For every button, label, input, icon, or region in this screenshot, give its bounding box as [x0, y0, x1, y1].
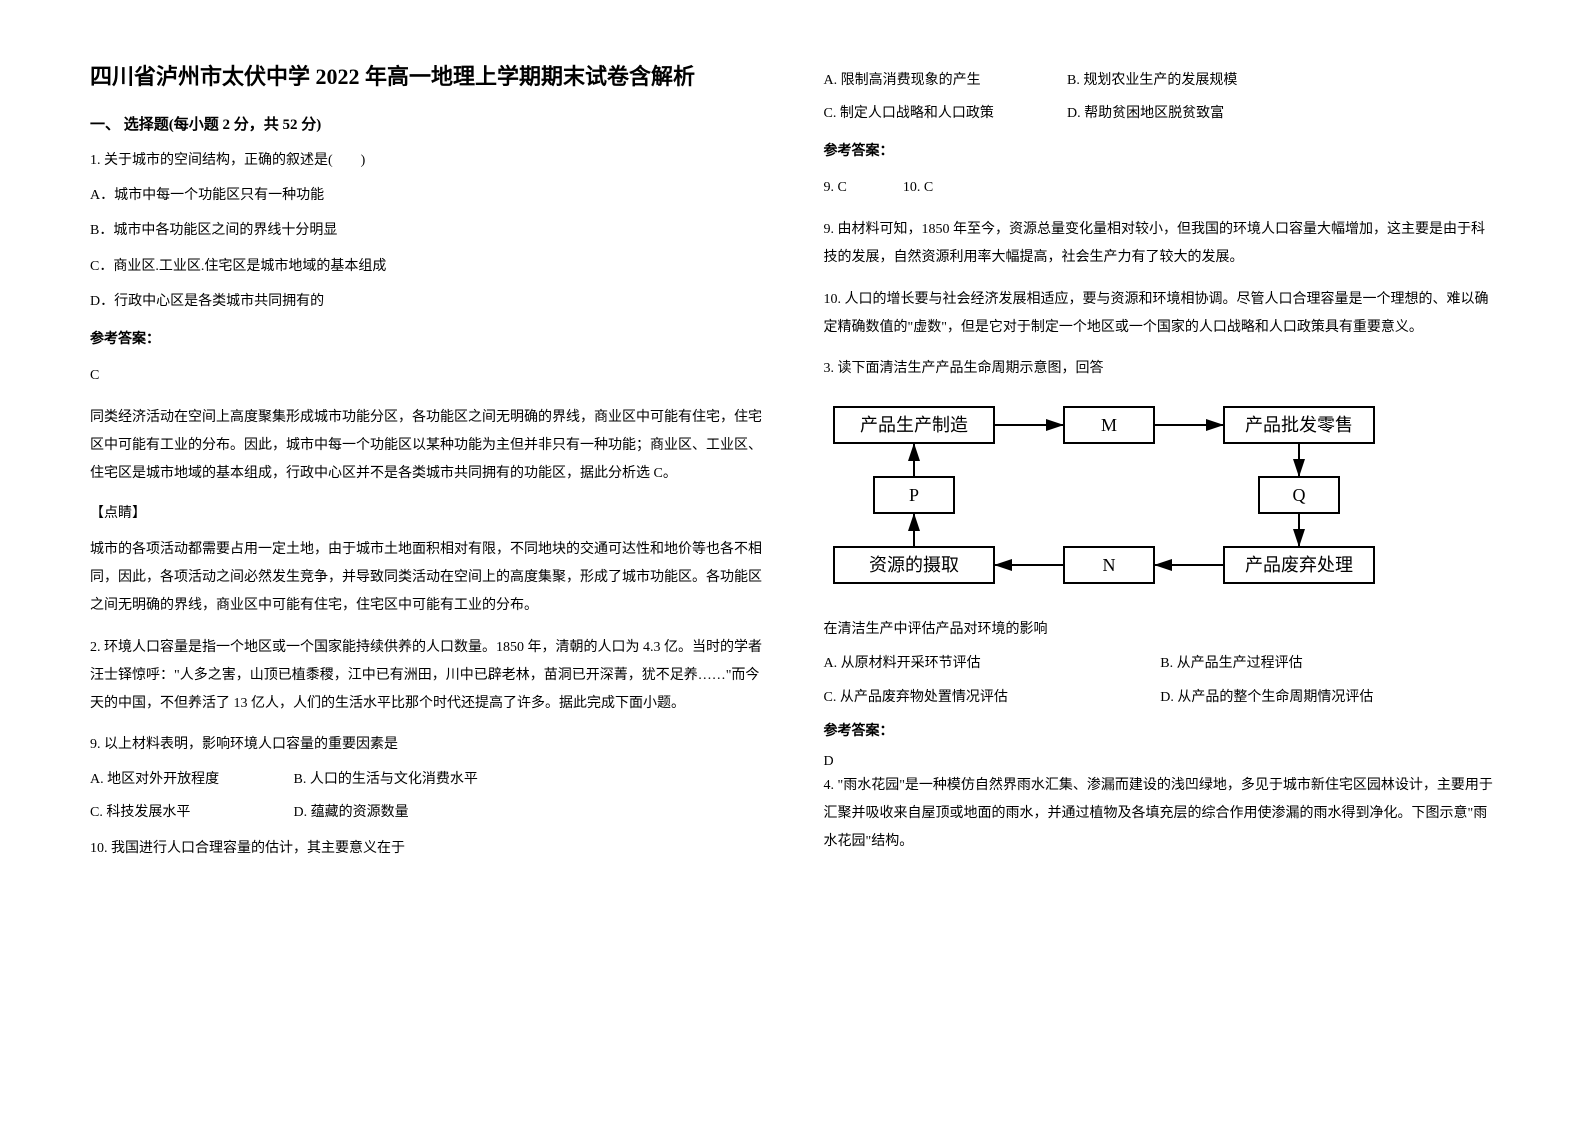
q3-stem: 3. 读下面清洁生产产品生命周期示意图，回答 [824, 356, 1498, 381]
q1-stem: 1. 关于城市的空间结构，正确的叙述是( ) [90, 148, 764, 173]
q2-sub10-option-b: B. 规划农业生产的发展规模 [1067, 68, 1237, 93]
q3-question: 在清洁生产中评估产品对环境的影响 [824, 617, 1498, 642]
q2-answer-line: 9. C 10. C [824, 174, 1498, 202]
diagram-box-bot-right: 产品废弃处理 [1245, 555, 1353, 575]
q1-option-b: B．城市中各功能区之间的界线十分明显 [90, 218, 764, 243]
q4-stem: 4. "雨水花园"是一种模仿自然界雨水汇集、渗漏而建设的浅凹绿地，多见于城市新住… [824, 772, 1498, 856]
q1-answer-header: 参考答案： [90, 328, 764, 348]
q2-explanation-9: 9. 由材料可知，1850 年至今，资源总量变化量相对较小，但我国的环境人口容量… [824, 216, 1498, 272]
right-column: A. 限制高消费现象的产生 B. 规划农业生产的发展规模 C. 制定人口战略和人… [824, 60, 1498, 871]
q2-sub10: 10. 我国进行人口合理容量的估计，其主要意义在于 [90, 836, 764, 861]
q1-explanation-1: 同类经济活动在空间上高度聚集形成城市功能分区，各功能区之间无明确的界线，商业区中… [90, 404, 764, 488]
document-title: 四川省泸州市太伏中学 2022 年高一地理上学期期末试卷含解析 [90, 60, 764, 93]
q1-option-d: D．行政中心区是各类城市共同拥有的 [90, 289, 764, 314]
q3-diagram: 产品生产制造 M 产品批发零售 P Q 资源的摄取 N 产品废弃处理 [824, 397, 1498, 602]
q1-answer: C [90, 362, 764, 390]
diagram-box-bot-left: 资源的摄取 [869, 555, 959, 575]
q2-stem: 2. 环境人口容量是指一个地区或一个国家能持续供养的人口数量。1850 年，清朝… [90, 634, 764, 718]
section-header: 一、 选择题(每小题 2 分，共 52 分) [90, 113, 764, 134]
q1-explanation-2: 城市的各项活动都需要占用一定土地，由于城市土地面积相对有限，不同地块的交通可达性… [90, 536, 764, 620]
q3-option-a: A. 从原材料开采环节评估 [824, 652, 1161, 672]
q1-option-a: A．城市中每一个功能区只有一种功能 [90, 183, 764, 208]
q2-sub9-option-d: D. 蕴藏的资源数量 [294, 800, 409, 825]
q2-sub9-option-a: A. 地区对外开放程度 [90, 767, 290, 792]
diagram-box-top-left: 产品生产制造 [860, 415, 968, 435]
left-column: 四川省泸州市太伏中学 2022 年高一地理上学期期末试卷含解析 一、 选择题(每… [90, 60, 764, 871]
diagram-box-mid-left: P [908, 485, 918, 505]
q1-option-c: C．商业区.工业区.住宅区是城市地域的基本组成 [90, 254, 764, 279]
q3-answer: D [824, 754, 1498, 770]
q3-option-b: B. 从产品生产过程评估 [1160, 652, 1497, 672]
q2-explanation-10: 10. 人口的增长要与社会经济发展相适应，要与资源和环境相协调。尽管人口合理容量… [824, 286, 1498, 342]
q1-point-header: 【点睛】 [90, 502, 764, 522]
q2-answer-header: 参考答案： [824, 140, 1498, 160]
q2-sub10-option-c: C. 制定人口战略和人口政策 [824, 101, 1064, 126]
q2-sub9: 9. 以上材料表明，影响环境人口容量的重要因素是 [90, 732, 764, 757]
q2-sub9-option-b: B. 人口的生活与文化消费水平 [294, 767, 478, 792]
diagram-box-bot-mid: N [1102, 555, 1115, 575]
diagram-box-top-mid: M [1100, 415, 1116, 435]
q2-sub10-option-d: D. 帮助贫困地区脱贫致富 [1067, 101, 1224, 126]
q3-answer-header: 参考答案： [824, 720, 1498, 740]
q2-sub9-option-c: C. 科技发展水平 [90, 800, 290, 825]
q2-sub10-option-a: A. 限制高消费现象的产生 [824, 68, 1064, 93]
diagram-box-top-right: 产品批发零售 [1245, 415, 1353, 435]
q3-option-d: D. 从产品的整个生命周期情况评估 [1160, 686, 1497, 706]
diagram-box-mid-right: Q [1292, 485, 1305, 505]
q3-option-c: C. 从产品废弃物处置情况评估 [824, 686, 1161, 706]
